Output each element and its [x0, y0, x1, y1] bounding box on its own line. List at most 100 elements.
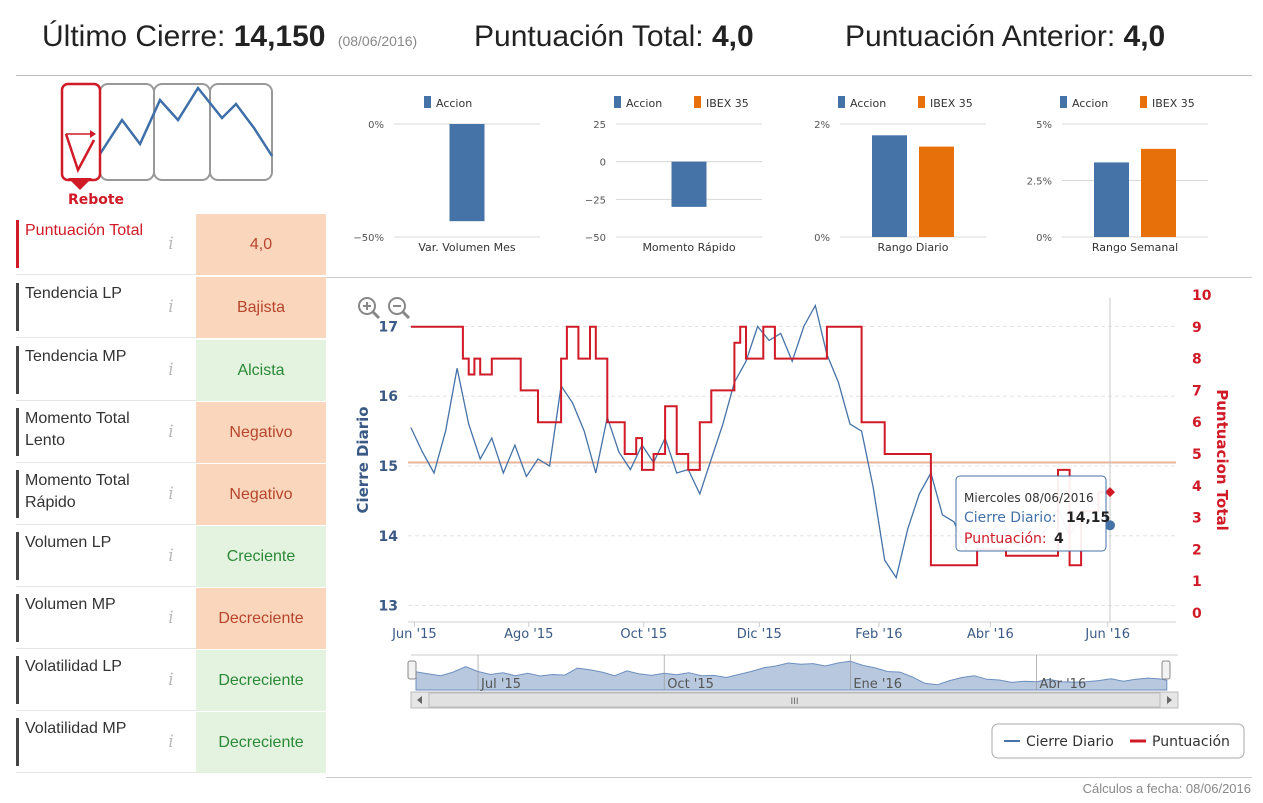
info-icon[interactable]: i: [168, 484, 174, 504]
legend-item-puntuacion[interactable]: Puntuación: [1130, 734, 1230, 750]
indicator-label: Puntuación Total: [16, 220, 166, 268]
y2-tick-label: 2: [1192, 542, 1202, 558]
x-tick-label: Feb '16: [855, 627, 902, 642]
bar-accion: [1094, 162, 1129, 237]
y2-tick-label: 1: [1192, 574, 1202, 590]
y-tick-label: 0%: [1036, 233, 1052, 244]
indicator-label: Volatilidad LP: [16, 656, 166, 704]
legend-swatch: [1140, 96, 1147, 108]
legend-label: Puntuación: [1152, 734, 1230, 750]
chart-legend: Cierre Diario Puntuación: [991, 723, 1245, 759]
bar-ibex-35: [1141, 148, 1176, 237]
y2-tick-label: 10: [1192, 288, 1212, 304]
indicator-label: Volumen MP: [16, 594, 166, 642]
bar-accion: [872, 135, 907, 237]
zoom-in-icon: [371, 310, 381, 320]
info-icon[interactable]: i: [168, 670, 174, 690]
info-icon[interactable]: i: [168, 608, 174, 628]
mini-chart-title: Rango Semanal: [1092, 241, 1178, 254]
legend-label: Accion: [436, 97, 472, 110]
indicator-value: Negativo: [196, 402, 326, 463]
divider: [326, 277, 1252, 278]
total-score-label: Puntuación Total:: [474, 20, 704, 53]
indicator-value: Alcista: [196, 340, 326, 401]
mini-chart: Accion IBEX 35 5% 2.5% 0% Rango Semanal: [1027, 96, 1208, 254]
legend-swatch: [424, 96, 431, 108]
y2-tick-label: 9: [1192, 320, 1202, 336]
divider: [326, 777, 1252, 778]
navigator-handle-left[interactable]: [407, 660, 417, 680]
indicator-label: Momento Total Rápido: [16, 470, 166, 518]
navigator-scrollbar[interactable]: III: [410, 691, 1179, 709]
navigator-area: [415, 660, 1168, 691]
indicator-row: Momento Total Lento i Negativo: [16, 402, 326, 463]
y-tick-label: 16: [379, 389, 398, 405]
y-axis-title: Cierre Diario: [354, 406, 372, 513]
y2-axis-title: Puntuacion Total: [1213, 389, 1231, 531]
last-close-value: 14,150: [233, 20, 326, 53]
series-line-puntuacion: [410, 325, 1110, 567]
legend-swatch: [918, 96, 925, 108]
mini-chart-title: Momento Rápido: [642, 241, 735, 254]
info-icon[interactable]: i: [168, 546, 174, 566]
legend-label: Accion: [850, 97, 886, 110]
tooltip-box: [955, 475, 1107, 552]
indicator-value: Decreciente: [196, 588, 326, 649]
indicator-value: Decreciente: [196, 650, 326, 711]
info-icon[interactable]: i: [168, 360, 174, 380]
legend-swatch: [838, 96, 845, 108]
info-icon[interactable]: i: [168, 732, 174, 752]
indicator-row: Volatilidad MP i Decreciente: [16, 712, 326, 773]
zoom-out-button[interactable]: [388, 297, 411, 320]
header: Último Cierre: 14,150 (08/06/2016) Puntu…: [16, 0, 1252, 76]
legend-label: IBEX 35: [1152, 97, 1195, 110]
indicator-row: Volumen LP i Creciente: [16, 526, 326, 587]
indicator-value: Creciente: [196, 526, 326, 587]
chevron-left-icon: [417, 696, 422, 704]
mini-chart-title: Rango Diario: [878, 241, 949, 254]
indicator-row: Volatilidad LP i Decreciente: [16, 650, 326, 711]
indicator-row: Volumen MP i Decreciente: [16, 588, 326, 649]
indicator-label: Volumen LP: [16, 532, 166, 580]
y-tick-label: −50: [585, 233, 606, 244]
info-icon[interactable]: i: [168, 297, 174, 317]
y-tick-label: −25: [585, 195, 606, 206]
pattern-logo: Rebote: [60, 82, 276, 208]
legend-label: Cierre Diario: [1026, 734, 1114, 750]
mini-chart: Accion IBEX 35 2% 0% Rango Diario: [814, 96, 986, 254]
legend-swatch: [614, 96, 621, 108]
chevron-right-icon: [1167, 696, 1172, 704]
prev-score-stat: Puntuación Anterior: 4,0: [845, 20, 1165, 54]
info-icon[interactable]: i: [168, 234, 174, 254]
y-tick-label: 0: [600, 158, 606, 169]
bar-accion: [449, 124, 485, 222]
navigator-label: Jul '15: [480, 677, 521, 692]
tooltip-score-value: 4: [1054, 531, 1064, 547]
x-tick-label: Dic '15: [737, 627, 782, 642]
info-icon[interactable]: i: [168, 422, 174, 442]
indicator-row: Tendencia MP i Alcista: [16, 340, 326, 401]
last-close-stat: Último Cierre: 14,150 (08/06/2016): [42, 20, 417, 54]
y2-tick-label: 5: [1192, 447, 1202, 463]
navigator-label: Oct '15: [667, 677, 714, 692]
legend-swatch: [694, 96, 701, 108]
total-score-stat: Puntuación Total: 4,0: [474, 20, 754, 54]
tooltip-close-label: Cierre Diario:: [964, 510, 1056, 526]
prev-score-value: 4,0: [1123, 20, 1166, 53]
indicator-row: Tendencia LP i Bajista: [16, 277, 326, 338]
tooltip-date: Miercoles 08/06/2016: [964, 491, 1094, 505]
legend-item-cierre-diario[interactable]: Cierre Diario: [1004, 734, 1114, 750]
legend-label: IBEX 35: [930, 97, 973, 110]
logo-caption: Rebote: [68, 192, 124, 208]
navigator-handle-right[interactable]: [1161, 660, 1171, 680]
total-score-value: 4,0: [711, 20, 754, 53]
y-tick-label: 17: [379, 319, 398, 335]
y-tick-label: 14: [379, 529, 399, 545]
indicator-row: Momento Total Rápido i Negativo: [16, 464, 326, 525]
x-tick-label: Oct '15: [620, 627, 667, 642]
y2-tick-label: 7: [1192, 383, 1202, 399]
zoom-out-icon: [401, 310, 411, 320]
navigator[interactable]: Jul '15 Oct '15 Ene '16 Abr '16: [407, 654, 1178, 692]
zoom-in-button[interactable]: [358, 297, 381, 320]
y-tick-label: 0%: [814, 233, 830, 244]
